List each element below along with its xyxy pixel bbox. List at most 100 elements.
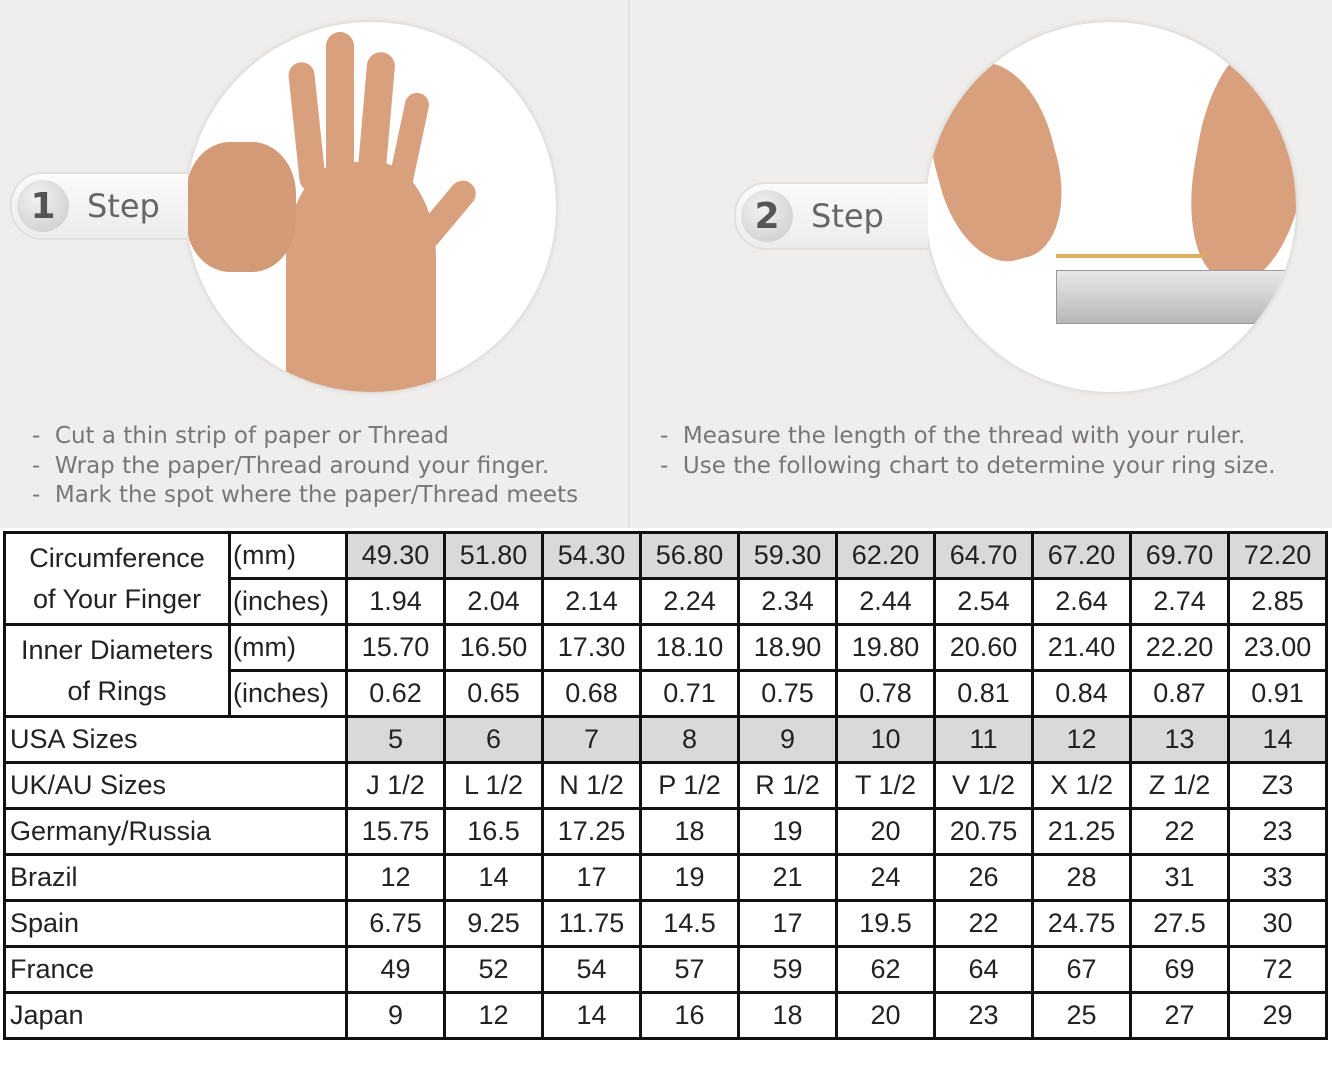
table-cell: 59.30 [737, 531, 838, 580]
table-cell: J 1/2 [345, 761, 446, 810]
inches-unit-label: (inches) [228, 669, 348, 718]
table-cell: 2.14 [541, 577, 642, 626]
step-number: 2 [741, 190, 793, 242]
step-label: Step [87, 187, 160, 225]
row-label: Germany/Russia [3, 807, 348, 856]
row-label: UK/AU Sizes [3, 761, 348, 810]
row-label: USA Sizes [3, 715, 348, 764]
table-row: USA Sizes 5 6 7 8 9 10 11 12 13 14 [3, 715, 1328, 764]
table-cell: 64.70 [933, 531, 1034, 580]
table-cell: 20 [835, 991, 936, 1040]
table-cell: 16.50 [443, 623, 544, 672]
table-cell: 54 [541, 945, 642, 994]
table-cell: 9 [345, 991, 446, 1040]
table-cell: 27 [1129, 991, 1230, 1040]
row-label: Spain [3, 899, 348, 948]
table-cell: 69 [1129, 945, 1230, 994]
table-cell: 28 [1031, 853, 1132, 902]
table-cell: 57 [639, 945, 740, 994]
table-cell: 2.64 [1031, 577, 1132, 626]
table-cell: 2.74 [1129, 577, 1230, 626]
table-cell: 64 [933, 945, 1034, 994]
inner_diameter-inches-row: (inches) 0.62 0.65 0.68 0.71 0.75 0.78 0.81 0.84… [5, 669, 1328, 718]
table-cell: 0.62 [345, 669, 446, 718]
table-cell: 9.25 [443, 899, 544, 948]
circumference-label-line1: Circumference [29, 542, 205, 573]
circumference-mm-row: Circumference of Your Finger (mm) 49.30 51.8… [3, 531, 1328, 626]
table-cell: 17 [737, 899, 838, 948]
table-cell: 22.20 [1129, 623, 1230, 672]
table-row: Germany/Russia 15.75 16.5 17.25 18 19 20 20.75 2… [3, 807, 1328, 856]
table-cell: 49.30 [345, 531, 446, 580]
table-cell: 13 [1129, 715, 1230, 764]
inner_diameter-label-line2: of Rings [67, 675, 167, 706]
table-cell: 6 [443, 715, 544, 764]
instruction: Mark the spot where the paper/Thread mee… [32, 481, 578, 511]
table-cell: P 1/2 [639, 761, 740, 810]
thread-ruler-photo [926, 22, 1296, 392]
step-label: Step [811, 197, 884, 235]
table-cell: 14.5 [639, 899, 740, 948]
table-cell: 25 [1031, 991, 1132, 1040]
table-cell: 18.90 [737, 623, 838, 672]
table-cell: 0.81 [933, 669, 1034, 718]
table-cell: 12 [345, 853, 446, 902]
table-cell: 14 [1227, 715, 1328, 764]
step-number: 1 [17, 180, 69, 232]
table-cell: 2.34 [737, 577, 838, 626]
table-cell: 23 [933, 991, 1034, 1040]
row-label: Japan [3, 991, 348, 1040]
inner_diameter-label: Inner Diameters of Rings [3, 623, 231, 718]
table-cell: 69.70 [1129, 531, 1230, 580]
table-cell: 11 [933, 715, 1034, 764]
table-cell: 22 [1129, 807, 1230, 856]
table-cell: 26 [933, 853, 1034, 902]
table-row: Japan 9 12 14 16 18 20 23 25 27 29 [3, 991, 1328, 1040]
instruction: Wrap the paper/Thread around your finger… [32, 452, 578, 482]
step-2-panel: 2 Step Measure the length of the thread … [630, 0, 1332, 528]
table-row: France 49 52 54 57 59 62 64 67 69 72 [3, 945, 1328, 994]
table-cell: 23 [1227, 807, 1328, 856]
table-cell: 5 [345, 715, 446, 764]
table-cell: 27.5 [1129, 899, 1230, 948]
table-cell: 0.75 [737, 669, 838, 718]
table-cell: 56.80 [639, 531, 740, 580]
table-cell: 0.68 [541, 669, 642, 718]
table-cell: 1.94 [345, 577, 446, 626]
table-cell: 52 [443, 945, 544, 994]
table-cell: X 1/2 [1031, 761, 1132, 810]
table-cell: 2.04 [443, 577, 544, 626]
table-cell: 21.40 [1031, 623, 1132, 672]
table-cell: N 1/2 [541, 761, 642, 810]
table-cell: 20.75 [933, 807, 1034, 856]
table-cell: 31 [1129, 853, 1230, 902]
table-cell: 29 [1227, 991, 1328, 1040]
ring-size-table: Circumference of Your Finger (mm) 49.30 51.8… [3, 531, 1328, 1040]
inches-unit-label: (inches) [228, 577, 348, 626]
table-cell: 0.78 [835, 669, 936, 718]
mm-unit-label: (mm) [228, 531, 348, 580]
table-cell: 16 [639, 991, 740, 1040]
circumference-inches-row: (inches) 1.94 2.04 2.14 2.24 2.34 2.44 2.54 2.64… [5, 577, 1328, 626]
table-cell: 0.84 [1031, 669, 1132, 718]
table-cell: 6.75 [345, 899, 446, 948]
table-cell: 17.25 [541, 807, 642, 856]
table-cell: 8 [639, 715, 740, 764]
table-cell: T 1/2 [835, 761, 936, 810]
mm-unit-label: (mm) [228, 623, 348, 672]
hand-measuring-photo [186, 22, 556, 392]
table-cell: 17.30 [541, 623, 642, 672]
table-cell: 19.80 [835, 623, 936, 672]
table-cell: 2.24 [639, 577, 740, 626]
table-cell: V 1/2 [933, 761, 1034, 810]
table-row: Brazil 12 14 17 19 21 24 26 28 31 33 [3, 853, 1328, 902]
table-row: UK/AU Sizes J 1/2 L 1/2 N 1/2 P 1/2 R 1/2 T 1/… [3, 761, 1328, 810]
table-cell: 16.5 [443, 807, 544, 856]
table-cell: Z 1/2 [1129, 761, 1230, 810]
table-cell: 12 [1031, 715, 1132, 764]
table-cell: 0.65 [443, 669, 544, 718]
table-cell: 33 [1227, 853, 1328, 902]
table-cell: 19.5 [835, 899, 936, 948]
panel-divider [628, 0, 630, 528]
table-cell: 15.70 [345, 623, 446, 672]
